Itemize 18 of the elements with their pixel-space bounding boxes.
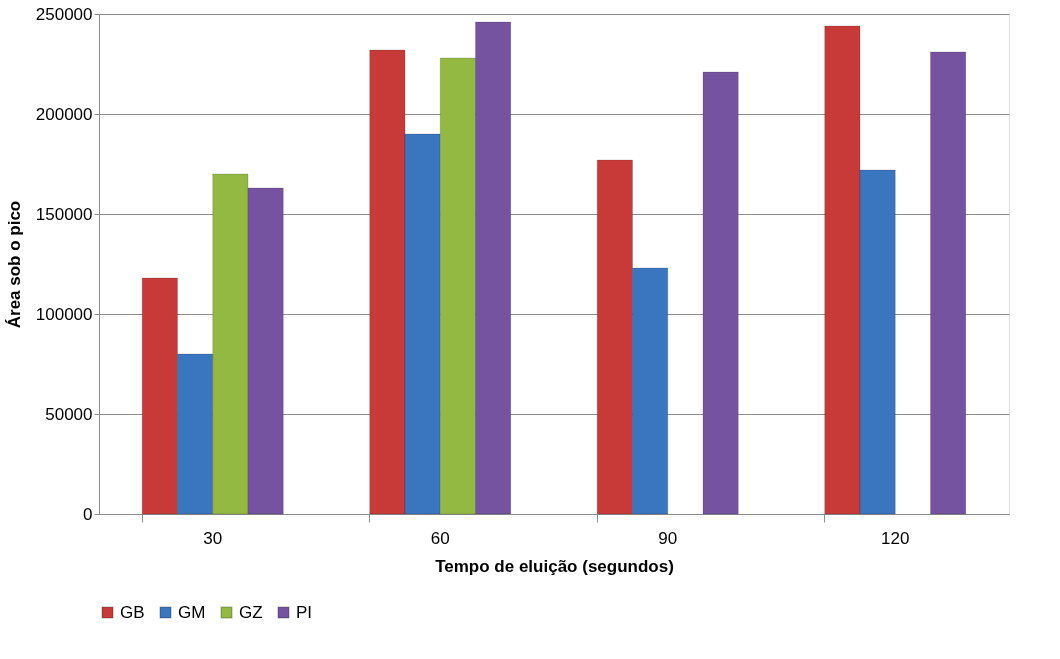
bar	[930, 51, 967, 515]
legend-label: PI	[296, 602, 313, 622]
bar	[702, 71, 739, 515]
x-tick-label: 120	[881, 528, 910, 548]
y-tick-label: 0	[83, 504, 93, 524]
y-axis-title: Área sob o pico	[4, 200, 24, 329]
x-axis-title: Tempo de eluição (segundos)	[435, 556, 674, 576]
x-tick-label: 30	[203, 528, 223, 548]
legend-label: GM	[178, 602, 206, 622]
x-tick-label: 60	[430, 528, 450, 548]
x-tick-label: 90	[658, 528, 678, 548]
legend-label: GB	[120, 602, 145, 622]
y-tick-label: 250000	[35, 4, 93, 24]
y-tick-label: 150000	[35, 204, 93, 224]
y-tick-label: 50000	[45, 404, 93, 424]
legend-label: GZ	[239, 602, 263, 622]
y-tick-label: 100000	[35, 304, 93, 324]
y-tick-label: 200000	[35, 104, 93, 124]
